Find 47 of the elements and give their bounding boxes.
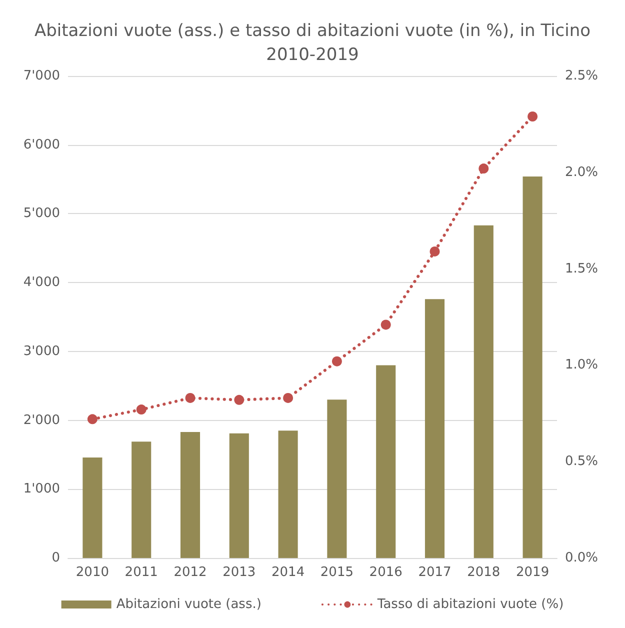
point — [528, 111, 538, 122]
x-tick-label: 2013 — [222, 565, 256, 580]
y2-tick-label: 0.0% — [565, 550, 598, 566]
y-tick-label: 7'000 — [23, 68, 60, 84]
y-tick-label: 3'000 — [23, 344, 60, 359]
point — [332, 356, 342, 366]
x-tick-label: 2010 — [76, 565, 109, 580]
point — [380, 320, 391, 330]
legend-label: Abitazioni vuote (ass.) — [116, 597, 262, 612]
point — [234, 394, 244, 405]
x-tick-label: 2016 — [369, 565, 402, 580]
x-tick-label: 2012 — [174, 565, 207, 580]
bar — [522, 176, 542, 558]
bar — [180, 432, 200, 558]
point — [430, 246, 440, 256]
y2-tick-label: 1.0% — [565, 358, 598, 373]
bar — [474, 225, 494, 558]
x-tick-label: 2011 — [124, 565, 158, 580]
x-tick-label: 2017 — [418, 565, 452, 580]
y2-tick-label: 2.5% — [565, 68, 598, 84]
point — [478, 164, 489, 174]
y2-tick-label: 2.0% — [565, 164, 598, 180]
bar — [82, 457, 102, 558]
bar — [327, 400, 347, 558]
y-tick-label: 5'000 — [23, 206, 60, 222]
bar — [229, 433, 249, 558]
bar — [424, 299, 445, 558]
bar — [132, 442, 152, 558]
y2-tick-label: 1.5% — [565, 261, 598, 276]
point — [185, 392, 196, 403]
y2-tick-label: 0.5% — [565, 454, 598, 470]
y-tick-label: 4'000 — [23, 275, 60, 290]
y-tick-label: 0 — [52, 550, 60, 566]
x-tick-label: 2015 — [320, 565, 354, 580]
point — [283, 392, 294, 403]
bar — [278, 430, 298, 558]
legend-label: Tasso di abitazioni vuote (%) — [376, 597, 564, 612]
y-tick-label: 2'000 — [23, 412, 60, 428]
x-tick-label: 2018 — [467, 565, 500, 580]
chart-title: Abitazioni vuote (ass.) e tasso di abitazioni vuote (in %), in Ticino 2010-2019 — [34, 21, 591, 65]
x-tick-label: 2019 — [516, 565, 550, 580]
point — [136, 404, 146, 415]
y-tick-label: 6'000 — [23, 137, 60, 152]
y-tick-label: 1'000 — [23, 482, 60, 497]
point — [87, 414, 98, 424]
bar — [376, 365, 396, 558]
x-tick-label: 2014 — [272, 565, 305, 580]
